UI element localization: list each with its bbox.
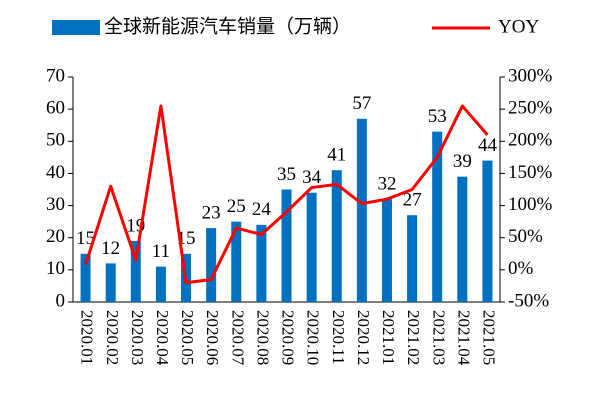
data-label: 11: [152, 241, 170, 262]
x-tick-label: 2020.02: [103, 310, 122, 365]
x-tick-label: 2020.12: [354, 310, 373, 365]
legend-label: YOY: [498, 16, 539, 37]
data-label: 15: [76, 228, 95, 249]
x-tick-label: 2020.06: [203, 310, 222, 365]
bar: [206, 228, 217, 302]
data-label: 27: [403, 190, 422, 211]
y2-tick-label: -50%: [508, 290, 549, 311]
bar: [356, 118, 367, 303]
x-tick-label: 2020.01: [78, 310, 97, 365]
x-tick-label: 2021.01: [379, 310, 398, 365]
x-tick-label: 2020.07: [228, 310, 247, 366]
data-label: 25: [227, 196, 246, 217]
bar: [281, 189, 292, 302]
legend-label: 全球新能源汽车销量（万辆）: [104, 15, 351, 37]
x-tick-label: 2020.08: [253, 310, 272, 365]
y2-tick-label: 50%: [508, 226, 543, 247]
y-tick-label: 10: [46, 258, 65, 279]
bar: [130, 240, 141, 302]
data-label: 12: [101, 238, 120, 259]
bar: [432, 131, 443, 302]
x-tick-label: 2020.04: [153, 310, 172, 366]
y-tick-label: 30: [46, 194, 65, 215]
y-tick-label: 50: [46, 130, 65, 151]
y2-tick-label: 250%: [508, 98, 553, 119]
bar: [482, 160, 493, 302]
data-label: 44: [478, 135, 498, 156]
y2-tick-label: 300%: [508, 65, 553, 86]
bar: [256, 224, 267, 302]
data-label: 23: [202, 202, 221, 223]
data-label: 24: [252, 199, 272, 220]
line: [84, 104, 489, 285]
x-tick-label: 2020.05: [178, 310, 197, 365]
x-tick-label: 2021.03: [429, 310, 448, 365]
legend-swatch: [52, 20, 100, 35]
y-tick-label: 60: [46, 98, 65, 119]
x-tick-label: 2021.04: [454, 310, 473, 366]
data-label: 53: [428, 106, 447, 127]
bar: [457, 176, 468, 302]
bar: [407, 215, 418, 302]
data-label: 35: [277, 164, 296, 185]
y-tick-label: 0: [56, 290, 66, 311]
y2-tick-label: 100%: [508, 194, 553, 215]
bar: [331, 170, 342, 302]
data-label: 39: [453, 151, 472, 172]
x-tick-label: 2021.02: [404, 310, 423, 365]
x-tick-label: 2020.09: [279, 310, 298, 365]
y2-tick-label: 200%: [508, 130, 553, 151]
bar: [105, 263, 116, 302]
bar: [381, 199, 392, 302]
data-label: 32: [377, 174, 396, 195]
x-tick-label: 2020.11: [329, 310, 348, 365]
y2-tick-label: 150%: [508, 162, 553, 183]
data-label: 34: [302, 167, 322, 188]
data-label: 57: [352, 93, 371, 114]
bar: [155, 266, 166, 302]
bar: [80, 253, 91, 302]
x-tick-label: 2020.10: [304, 310, 323, 365]
y-tick-label: 70: [46, 65, 65, 86]
x-tick-label: 2020.03: [128, 310, 147, 365]
bar: [231, 221, 242, 302]
y-tick-label: 40: [46, 162, 65, 183]
data-label: 41: [327, 145, 346, 166]
x-tick-label: 2021.05: [480, 310, 499, 365]
y-tick-label: 20: [46, 226, 65, 247]
bar: [306, 192, 317, 302]
y2-tick-label: 0%: [508, 258, 534, 279]
